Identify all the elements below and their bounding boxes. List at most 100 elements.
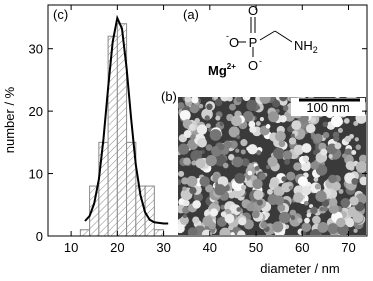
grain: [241, 158, 250, 167]
grain: [237, 230, 246, 235]
grain: [201, 108, 213, 121]
grain: [312, 149, 319, 156]
grain: [320, 148, 328, 156]
x-tick-label: 70: [341, 240, 355, 255]
grain: [182, 206, 190, 214]
grain: [236, 97, 242, 103]
grain: [216, 216, 227, 227]
grain: [259, 97, 271, 104]
grain: [293, 192, 304, 203]
x-tick-label: 30: [156, 240, 170, 255]
cation: Mg2+: [208, 62, 236, 78]
grain: [242, 97, 251, 102]
atom: O: [229, 35, 239, 50]
grain: [334, 142, 342, 150]
grain: [260, 221, 268, 229]
grain: [196, 124, 208, 135]
grain: [355, 144, 361, 150]
grain: [178, 179, 182, 186]
grain: [220, 211, 227, 218]
grain: [220, 97, 230, 102]
grain: [315, 190, 327, 202]
y-tick-label: 10: [29, 167, 43, 182]
bond: [259, 30, 276, 41]
grain: [258, 172, 266, 181]
grain: [289, 209, 297, 217]
x-tick-label: 60: [295, 240, 309, 255]
y-tick-label: 0: [36, 229, 43, 244]
bar: [79, 229, 91, 237]
grain: [183, 199, 190, 207]
grain: [235, 148, 240, 153]
grain: [183, 157, 191, 166]
scale-bar-label: 100 nm: [306, 100, 349, 115]
grain: [305, 123, 316, 134]
grain: [306, 212, 311, 218]
grain: [310, 117, 316, 123]
grain: [252, 178, 263, 190]
grain: [179, 215, 189, 225]
grain: [310, 132, 316, 137]
grain: [204, 115, 210, 121]
grain: [246, 203, 255, 212]
grain: [231, 115, 242, 127]
grain: [336, 217, 346, 228]
plot-area: [79, 14, 169, 237]
grain: [246, 99, 258, 111]
bar: [98, 141, 109, 237]
grain: [220, 204, 226, 210]
grain: [322, 131, 330, 139]
grain: [242, 111, 254, 122]
grain: [214, 98, 223, 107]
grain: [274, 195, 285, 206]
grain: [232, 156, 244, 168]
grain: [229, 204, 241, 216]
grain: [333, 135, 340, 142]
grain: [281, 182, 292, 193]
grain: [205, 155, 217, 167]
grain: [238, 217, 247, 226]
grain: [181, 177, 189, 185]
grain: [218, 143, 225, 151]
superscript: 2+: [227, 62, 236, 71]
grain: [267, 188, 273, 195]
grain: [182, 214, 187, 219]
grain: [342, 153, 347, 159]
grain: [277, 203, 286, 212]
grain: [301, 222, 312, 232]
grain: [192, 200, 201, 209]
grain: [303, 200, 309, 206]
grain: [288, 185, 293, 190]
x-tick-label: 20: [110, 240, 124, 255]
grain: [319, 206, 324, 212]
grain: [219, 227, 231, 235]
grain: [205, 144, 213, 151]
grain: [322, 121, 329, 128]
grain: [282, 150, 293, 160]
grain: [353, 120, 359, 127]
grain: [315, 164, 328, 176]
grain: [297, 217, 303, 224]
grain: [345, 217, 355, 228]
grain: [209, 129, 222, 141]
grain: [278, 211, 291, 224]
grain: [264, 212, 270, 218]
grain: [293, 162, 302, 171]
grain: [345, 161, 355, 171]
grain: [206, 103, 213, 111]
grain: [359, 176, 366, 186]
grain: [256, 149, 262, 156]
grain: [328, 174, 337, 184]
grain: [189, 186, 197, 195]
grain: [317, 222, 329, 233]
grain: [214, 184, 226, 196]
axes-frame: [47, 4, 368, 237]
subscript: 2: [313, 45, 318, 55]
grain: [205, 123, 211, 129]
x-axis-title: diameter / nm: [260, 261, 339, 276]
grain: [293, 144, 304, 155]
grain: [183, 130, 192, 139]
atom: O: [248, 58, 258, 73]
grain: [351, 177, 359, 185]
